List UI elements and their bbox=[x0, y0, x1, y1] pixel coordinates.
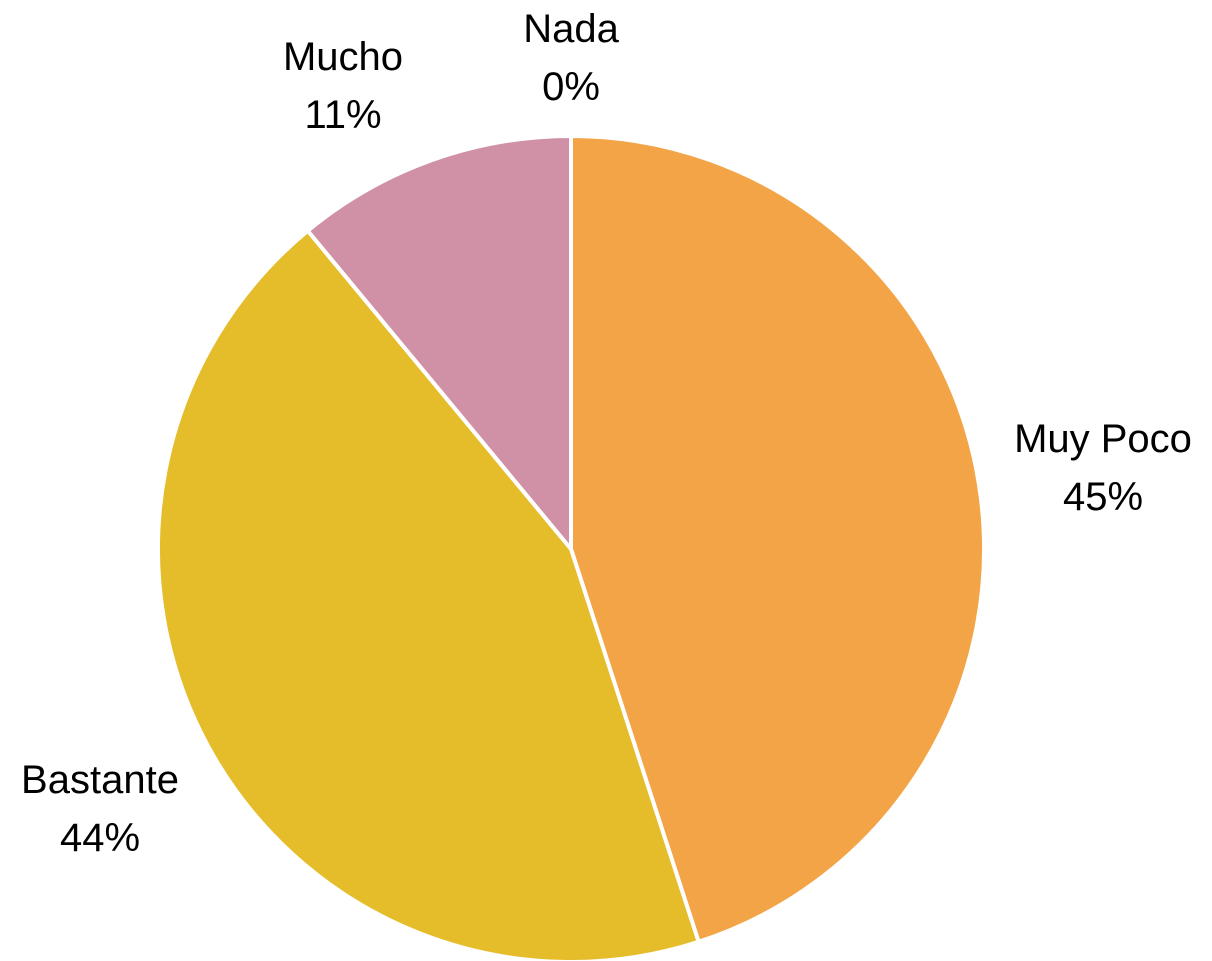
label-muy-poco: Muy Poco 45% bbox=[1014, 417, 1192, 519]
label-muy-poco-value: 45% bbox=[1063, 475, 1143, 519]
label-bastante: Bastante 44% bbox=[21, 758, 179, 860]
label-mucho: Mucho 11% bbox=[283, 35, 403, 137]
label-mucho-name: Mucho bbox=[283, 35, 403, 79]
label-muy-poco-name: Muy Poco bbox=[1014, 417, 1192, 461]
label-bastante-value: 44% bbox=[60, 816, 140, 860]
label-mucho-value: 11% bbox=[304, 93, 381, 137]
label-nada-value: 0% bbox=[542, 65, 600, 109]
label-nada-name: Nada bbox=[523, 7, 619, 51]
label-nada: Nada 0% bbox=[523, 7, 619, 109]
pie-slices bbox=[156, 133, 986, 961]
slice-mucho bbox=[304, 133, 573, 555]
slice-muy-poco bbox=[569, 133, 986, 945]
slice-bastante bbox=[156, 227, 702, 961]
label-bastante-name: Bastante bbox=[21, 758, 179, 802]
